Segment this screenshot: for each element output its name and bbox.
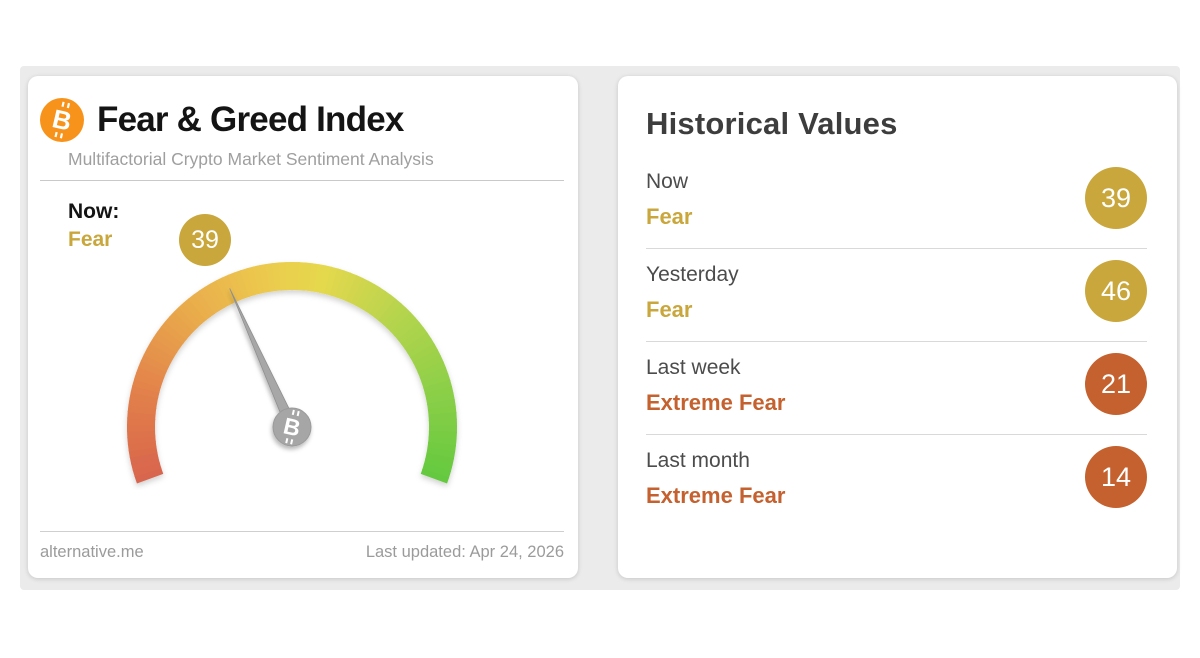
history-row-last-week: Last week Extreme Fear 21 xyxy=(646,342,1147,435)
card-footer: alternative.me Last updated: Apr 24, 202… xyxy=(40,531,564,578)
history-row-yesterday: Yesterday Fear 46 xyxy=(646,249,1147,342)
value-badge: 46 xyxy=(1085,260,1147,322)
sentiment-label: Extreme Fear xyxy=(646,390,786,415)
fear-greed-header: B Fear & Greed Index xyxy=(40,98,564,142)
badge-value: 39 xyxy=(1100,182,1132,213)
gauge-value-badge: 39 xyxy=(179,214,231,266)
row-label: Yesterday xyxy=(646,263,739,286)
fear-greed-card: B Fear & Greed Index Multifactorial Cryp… xyxy=(28,76,578,578)
history-row-last-month: Last month Extreme Fear 14 xyxy=(646,435,1147,528)
source-link[interactable]: alternative.me xyxy=(40,543,144,561)
historical-values-card: Historical Values Now Fear 39 Yesterday … xyxy=(618,76,1177,578)
gauge-value: 39 xyxy=(191,225,219,254)
svg-text:B: B xyxy=(281,412,303,441)
row-label: Last week xyxy=(646,356,741,379)
sentiment-label: Extreme Fear xyxy=(646,483,786,508)
badge-value: 46 xyxy=(1100,275,1132,306)
value-badge: 21 xyxy=(1085,353,1147,415)
value-badge: 14 xyxy=(1085,446,1147,508)
historical-values-list: Now Fear 39 Yesterday Fear 46 Last week … xyxy=(646,156,1147,528)
history-row-now: Now Fear 39 xyxy=(646,156,1147,249)
header-divider xyxy=(40,180,564,181)
row-label: Last month xyxy=(646,449,750,472)
row-label: Now xyxy=(646,170,689,193)
historical-values-title: Historical Values xyxy=(646,106,898,141)
last-updated-text: Last updated: Apr 24, 2026 xyxy=(365,543,564,561)
sentiment-label: Fear xyxy=(646,204,693,229)
bitcoin-icon: B xyxy=(40,98,84,142)
gauge-needle: B xyxy=(229,288,312,447)
current-sentiment-block: Now: Fear xyxy=(40,198,564,254)
value-badge: 39 xyxy=(1085,167,1147,229)
bitcoin-hub-icon: B xyxy=(281,409,303,445)
badge-value: 14 xyxy=(1100,461,1132,492)
sentiment-label: Fear xyxy=(646,297,693,322)
gauge-arc xyxy=(127,261,457,484)
badge-value: 21 xyxy=(1100,368,1132,399)
widget-background-panel: B Fear & Greed Index Multifactorial Cryp… xyxy=(20,66,1180,590)
now-sentiment-label: Fear xyxy=(68,228,113,251)
now-label: Now: xyxy=(68,200,120,223)
fear-greed-gauge: B xyxy=(127,261,457,484)
page-subtitle: Multifactorial Crypto Market Sentiment A… xyxy=(68,149,434,169)
page-title: Fear & Greed Index xyxy=(97,100,404,139)
